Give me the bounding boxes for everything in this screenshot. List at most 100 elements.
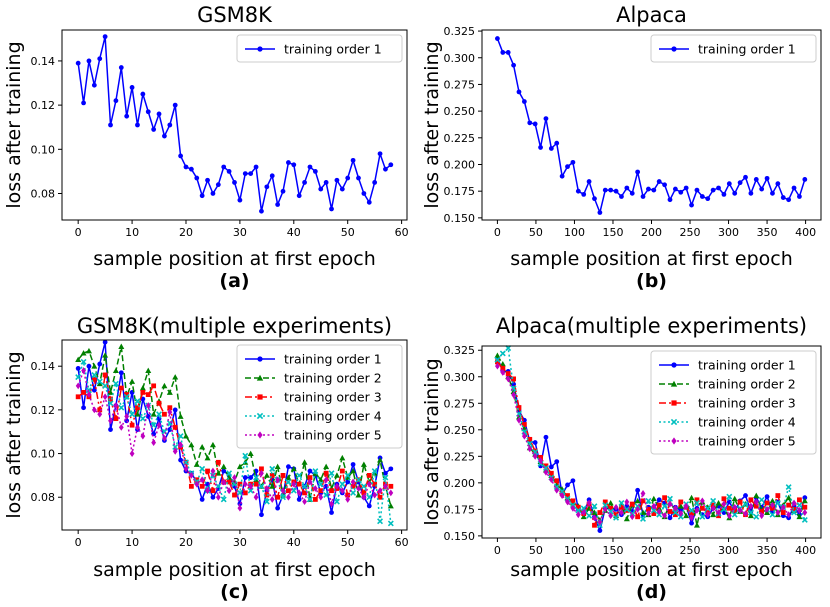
data-point	[151, 383, 157, 389]
data-point	[710, 504, 716, 512]
data-point	[269, 473, 275, 478]
data-point	[339, 487, 345, 495]
data-point	[366, 480, 372, 488]
data-point	[678, 189, 684, 195]
data-point	[237, 481, 243, 487]
data-point	[264, 492, 270, 498]
y-tick-label: 0.08	[31, 491, 56, 504]
data-point	[726, 505, 732, 511]
data-point	[646, 186, 651, 192]
data-point	[248, 482, 254, 490]
series-2	[75, 343, 394, 509]
data-point	[172, 447, 178, 455]
data-point	[257, 431, 263, 439]
data-point	[259, 469, 264, 477]
data-point	[505, 345, 512, 352]
data-point	[543, 468, 549, 476]
data-point	[797, 194, 802, 199]
data-point	[505, 371, 511, 376]
data-point	[145, 367, 152, 373]
data-point	[716, 185, 721, 191]
y-tick-label: 0.275	[444, 78, 476, 91]
data-point	[285, 478, 292, 485]
data-point	[188, 441, 195, 448]
legend-entry: training order 1	[659, 358, 796, 373]
data-point	[151, 439, 157, 447]
data-point	[671, 46, 677, 52]
data-point	[329, 510, 334, 515]
data-point	[705, 511, 711, 519]
data-point	[548, 476, 554, 484]
data-point	[774, 500, 781, 506]
data-point	[570, 504, 576, 512]
data-point	[108, 396, 113, 402]
data-point	[366, 503, 372, 509]
data-point	[802, 495, 808, 501]
data-point	[775, 493, 781, 498]
data-point	[532, 452, 538, 460]
data-point	[683, 185, 689, 191]
data-point	[345, 496, 351, 503]
data-point	[678, 499, 684, 505]
data-point	[194, 477, 200, 483]
data-point	[710, 497, 717, 504]
data-point	[694, 187, 700, 193]
data-point	[162, 411, 167, 417]
data-point	[802, 177, 808, 182]
data-point	[677, 503, 684, 509]
subfigure-caption: (d)	[636, 581, 667, 603]
y-tick-label: 0.325	[444, 25, 476, 38]
data-point	[602, 187, 608, 193]
x-tick-label: 200	[641, 226, 662, 239]
data-point	[236, 463, 243, 470]
data-point	[662, 182, 667, 188]
data-point	[75, 356, 82, 363]
data-point	[542, 465, 549, 471]
legend-box	[236, 344, 403, 449]
data-point	[372, 491, 378, 499]
data-point	[796, 502, 803, 509]
data-point	[726, 493, 733, 500]
x-tick-label: 250	[680, 544, 701, 557]
data-point	[232, 492, 237, 498]
data-point	[753, 177, 759, 182]
data-point	[280, 188, 286, 194]
data-point	[613, 514, 620, 521]
data-point	[167, 122, 173, 128]
data-point	[667, 515, 673, 521]
data-point	[366, 494, 373, 501]
legend-label: training order 1	[284, 352, 382, 367]
chart-title: GSM8K	[197, 3, 273, 27]
data-point	[253, 474, 260, 481]
data-point	[559, 173, 565, 179]
data-point	[721, 500, 727, 508]
data-point	[318, 488, 324, 494]
y-tick-label: 0.08	[31, 187, 56, 200]
data-point	[339, 454, 346, 461]
data-point	[662, 495, 667, 501]
data-point	[242, 452, 249, 459]
data-point	[263, 472, 270, 478]
data-point	[495, 36, 500, 41]
data-point	[124, 413, 130, 420]
data-point	[221, 478, 227, 486]
data-point	[177, 433, 184, 440]
data-point	[770, 501, 775, 509]
data-point	[172, 102, 178, 108]
y-tick-label: 0.12	[31, 404, 56, 417]
data-point	[495, 362, 500, 370]
data-point	[307, 478, 313, 486]
data-point	[291, 162, 297, 168]
data-point	[495, 359, 500, 365]
data-point	[339, 468, 345, 474]
data-point	[608, 505, 614, 511]
data-point	[732, 190, 738, 196]
legend-label: training order 3	[284, 390, 382, 405]
data-point	[236, 489, 243, 496]
y-tick-label: 0.225	[444, 132, 476, 145]
x-tick-label: 50	[529, 226, 543, 239]
data-point	[199, 193, 205, 199]
data-point	[586, 512, 593, 519]
data-point	[737, 507, 743, 514]
data-point	[516, 89, 522, 95]
